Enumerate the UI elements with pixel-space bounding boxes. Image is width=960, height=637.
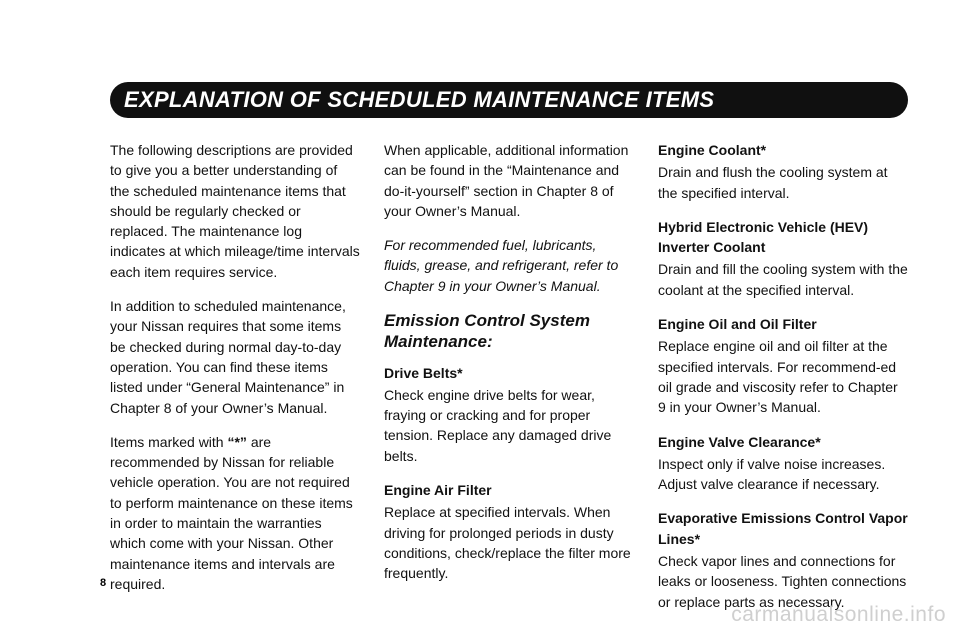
engine-coolant-body: Drain and flush the cooling system at th…: [658, 162, 908, 203]
column-1: The following descriptions are provided …: [110, 140, 360, 626]
hev-coolant-body: Drain and fill the cooling system with t…: [658, 259, 908, 300]
col1-para1: The following descriptions are provided …: [110, 140, 360, 282]
col1-p3-pre: Items marked with: [110, 434, 227, 450]
manual-page: EXPLANATION OF SCHEDULED MAINTENANCE ITE…: [0, 0, 960, 637]
col1-para2: In addition to scheduled maintenance, yo…: [110, 296, 360, 418]
content-columns: The following descriptions are provided …: [110, 140, 908, 626]
watermark: carmanualsonline.info: [731, 603, 946, 627]
drive-belts-body: Check engine drive belts for wear, frayi…: [384, 385, 634, 466]
column-3: Engine Coolant* Drain and flush the cool…: [658, 140, 908, 626]
engine-air-filter-title: Engine Air Filter: [384, 480, 634, 500]
hev-coolant-title: Hybrid Electronic Vehicle (HEV) Inverter…: [658, 217, 908, 258]
valve-clearance-title: Engine Valve Clearance*: [658, 432, 908, 452]
emission-section-title: Emission Control System Maintenance:: [384, 310, 634, 353]
drive-belts-title: Drive Belts*: [384, 363, 634, 383]
header-bar: EXPLANATION OF SCHEDULED MAINTENANCE ITE…: [110, 82, 908, 118]
engine-oil-body: Replace engine oil and oil filter at the…: [658, 336, 908, 417]
col2-para1: When applicable, additional information …: [384, 140, 634, 221]
engine-air-filter-body: Replace at specified intervals. When dri…: [384, 502, 634, 583]
page-number: 8: [100, 577, 106, 589]
col1-p3-mark: “*”: [227, 434, 246, 450]
col1-para3: Items marked with “*” are recommended by…: [110, 432, 360, 594]
column-2: When applicable, additional information …: [384, 140, 634, 626]
header-title: EXPLANATION OF SCHEDULED MAINTENANCE ITE…: [110, 82, 908, 118]
valve-clearance-body: Inspect only if valve noise increases. A…: [658, 454, 908, 495]
col2-para2-italic: For recommended fuel, lubricants, fluids…: [384, 235, 634, 296]
col1-p3-post: are recommended by Nissan for reliable v…: [110, 434, 353, 592]
engine-coolant-title: Engine Coolant*: [658, 140, 908, 160]
evap-lines-title: Evaporative Emissions Control Vapor Line…: [658, 508, 908, 549]
engine-oil-title: Engine Oil and Oil Filter: [658, 314, 908, 334]
